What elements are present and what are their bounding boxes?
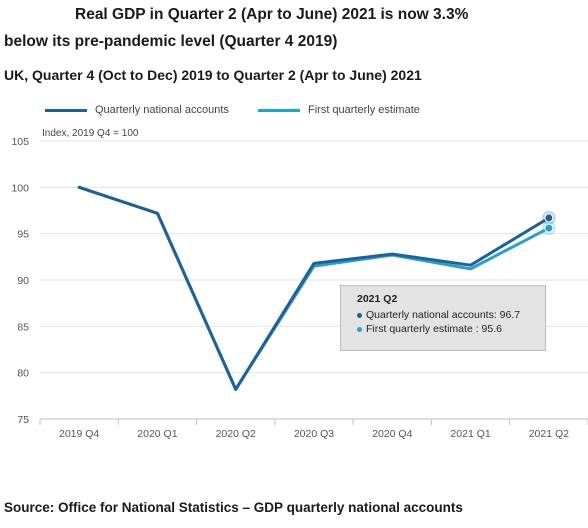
x-tick-label: 2020 Q1 [137,428,177,440]
legend-swatch-quarterly-national-accounts [45,108,87,112]
y-tick-label: 80 [17,368,29,380]
y-tick-label: 95 [17,229,29,241]
y-tick-label: 90 [17,275,29,287]
data-tooltip: 2021 Q2 Quarterly national accounts: 96.… [340,285,546,351]
x-tick-label: 2020 Q4 [372,428,412,440]
chart-title-line-1: Real GDP in Quarter 2 (Apr to June) 2021… [75,6,469,23]
legend-label: First quarterly estimate [308,104,420,116]
tooltip-value: Quarterly national accounts: 96.7 [366,309,521,321]
chart-title-line-2: below its pre-pandemic level (Quarter 4 … [4,33,338,50]
y-axis-label: Index, 2019 Q4 = 100 [42,128,139,139]
legend-label: Quarterly national accounts [95,104,229,116]
tooltip-value: First quarterly estimate : 95.6 [366,323,502,335]
tooltip-row-first-quarterly-estimate: First quarterly estimate : 95.6 [357,322,529,336]
x-tick-label: 2020 Q3 [294,428,334,440]
y-tick-label: 75 [17,414,29,426]
source-note: Source: Office for National Statistics –… [4,500,463,515]
bullet-icon [357,326,362,332]
chart-subtitle: UK, Quarter 4 (Oct to Dec) 2019 to Quart… [4,67,422,83]
x-tick-label: 2020 Q2 [216,428,256,440]
y-tick-label: 105 [11,136,29,148]
bullet-icon [357,312,362,318]
legend-swatch-first-quarterly-estimate [258,108,300,112]
tooltip-row-quarterly-national-accounts: Quarterly national accounts: 96.7 [357,308,529,322]
y-tick-label: 100 [11,182,29,194]
tooltip-title: 2021 Q2 [357,293,398,305]
data-point-highlight [544,223,554,233]
x-tick-label: 2021 Q1 [450,428,490,440]
y-tick-label: 85 [17,321,29,333]
x-tick-label: 2021 Q2 [529,428,569,440]
legend-item-quarterly-national-accounts[interactable]: Quarterly national accounts [45,104,229,116]
x-tick-label: 2019 Q4 [59,428,99,440]
legend-item-first-quarterly-estimate[interactable]: First quarterly estimate [258,104,420,116]
series-line-quarterly-national-accounts [77,185,551,391]
data-point-highlight [544,213,554,223]
